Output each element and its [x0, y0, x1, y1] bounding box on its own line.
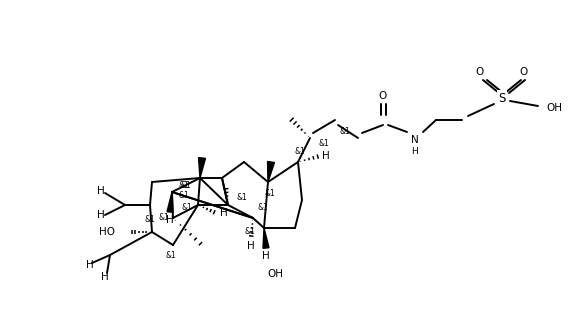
Polygon shape: [198, 158, 205, 178]
Text: H: H: [411, 147, 419, 155]
Text: &1: &1: [144, 215, 156, 224]
Text: &1: &1: [245, 228, 255, 236]
Text: &1: &1: [181, 181, 191, 191]
Text: S: S: [498, 92, 505, 105]
Text: H: H: [262, 251, 270, 261]
Text: &1: &1: [178, 191, 190, 199]
Text: OH: OH: [546, 103, 562, 113]
Polygon shape: [167, 192, 173, 212]
Text: &1: &1: [166, 251, 176, 259]
Text: &1: &1: [158, 214, 170, 222]
Text: &1: &1: [178, 181, 190, 191]
Text: H: H: [166, 215, 174, 225]
Text: &1: &1: [340, 128, 350, 136]
Text: &1: &1: [181, 203, 193, 213]
Text: H: H: [322, 151, 330, 161]
Text: &1: &1: [319, 139, 329, 149]
Text: H: H: [97, 186, 105, 196]
Text: H: H: [86, 260, 94, 270]
Text: HO: HO: [99, 227, 115, 237]
Polygon shape: [268, 161, 275, 182]
Text: &1: &1: [265, 190, 275, 198]
Text: O: O: [476, 67, 484, 77]
Text: H: H: [247, 241, 255, 251]
Text: &1: &1: [295, 148, 305, 156]
Text: H: H: [220, 208, 228, 218]
Text: N: N: [411, 135, 419, 145]
Text: &1: &1: [237, 193, 247, 201]
Text: OH: OH: [267, 269, 283, 279]
Polygon shape: [263, 228, 269, 248]
Text: O: O: [379, 91, 387, 101]
Text: H: H: [97, 210, 105, 220]
Text: O: O: [520, 67, 528, 77]
Text: &1: &1: [258, 203, 268, 213]
Text: H: H: [101, 272, 109, 282]
